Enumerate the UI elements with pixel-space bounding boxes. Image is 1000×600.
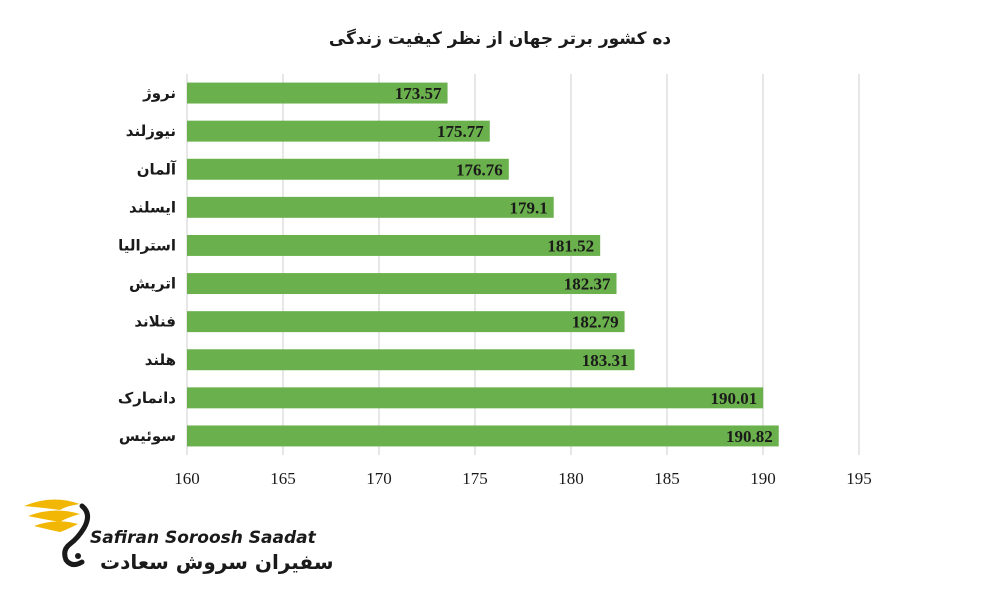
x-axis-ticks: 160 165 170 175 180 185 190 195 (174, 469, 872, 488)
category-label: فنلاند (134, 313, 176, 331)
x-tick-label: 185 (654, 469, 680, 488)
bar (187, 425, 779, 447)
logo-text-fa: سفیران سروش سعادت (100, 550, 334, 574)
x-tick-label: 190 (750, 469, 776, 488)
category-label: نروژ (142, 84, 176, 102)
bar (187, 387, 764, 409)
data-label: 190.01 (710, 389, 757, 408)
category-label: دانمارک (118, 389, 176, 407)
x-tick-label: 165 (270, 469, 296, 488)
x-tick-label: 170 (366, 469, 392, 488)
data-label: 181.52 (547, 236, 594, 255)
bar (187, 311, 625, 333)
bar (187, 196, 554, 218)
bar-chart: ده کشور برتر جهان از نظر کیفیت زندگی 173… (118, 28, 872, 488)
bar (187, 349, 635, 371)
data-label: 182.37 (564, 275, 611, 294)
data-label: 179.1 (509, 198, 547, 217)
data-label: 190.82 (726, 427, 773, 446)
category-label: سوئیس (119, 427, 176, 445)
category-label: اتریش (129, 275, 176, 293)
bar (187, 120, 490, 142)
data-label: 176.76 (456, 160, 503, 179)
company-logo: Safiran Soroosh Saadat سفیران سروش سعادت (22, 492, 334, 582)
bar (187, 273, 617, 295)
data-label: 183.31 (582, 351, 629, 370)
data-label: 182.79 (572, 313, 619, 332)
bar (187, 158, 509, 180)
x-tick-label: 180 (558, 469, 584, 488)
category-label: نیوزلند (126, 122, 176, 140)
category-labels: نروژ نیوزلند آلمان ایسلند استرالیا اتریش فنلان… (118, 84, 177, 445)
category-label: آلمان (137, 160, 177, 178)
bar (187, 234, 601, 256)
data-label: 175.77 (437, 122, 484, 141)
data-label: 173.57 (395, 84, 442, 103)
category-label: ایسلند (129, 198, 176, 216)
x-tick-label: 175 (462, 469, 488, 488)
x-tick-label: 195 (846, 469, 872, 488)
category-label: استرالیا (118, 236, 176, 254)
chart-title: ده کشور برتر جهان از نظر کیفیت زندگی (329, 28, 672, 49)
x-tick-label: 160 (174, 469, 200, 488)
logo-text-en: Safiran Soroosh Saadat (90, 528, 316, 548)
category-label: هلند (145, 351, 176, 369)
bar (187, 82, 448, 104)
eagle-logo-icon (24, 499, 90, 568)
